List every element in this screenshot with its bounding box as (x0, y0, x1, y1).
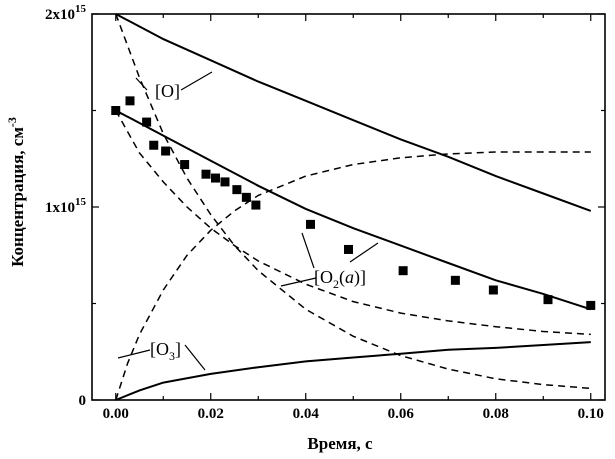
x-tick-label: 0.04 (293, 406, 320, 422)
annotation-leader (349, 242, 379, 263)
annotation-text-part: [O] (155, 81, 180, 101)
data-point (161, 146, 171, 156)
annotation-text-part: [O (314, 267, 333, 287)
annotation-leader (280, 277, 317, 287)
x-tick-label: 0.06 (388, 406, 415, 422)
annotation-text-part: 3 (169, 349, 175, 363)
y-tick-exponent: 15 (75, 196, 87, 208)
data-point (201, 169, 211, 179)
y-tick-label: 0 (79, 393, 87, 409)
annotation-leader (184, 344, 206, 371)
y-tick-exponent: 15 (75, 3, 87, 15)
data-point (488, 285, 498, 295)
series-line (115, 109, 592, 311)
x-tick-label: 0.08 (483, 406, 509, 422)
series-layer (115, 13, 592, 401)
annotation-text-part: ] (175, 339, 181, 359)
data-point (232, 185, 242, 195)
annotation-layer: [O][O2(a)][O3] (117, 71, 379, 371)
annotation-text-part: [O (150, 339, 169, 359)
plot-frame (91, 13, 606, 401)
data-point (111, 106, 121, 115)
annotation-label: [O3] (150, 339, 181, 363)
data-point (125, 96, 135, 106)
data-point (398, 266, 408, 276)
annotation-text-part: )] (354, 267, 366, 288)
data-point (142, 117, 152, 127)
data-point (543, 295, 553, 305)
annotation-label: [O2(a)] (314, 267, 366, 291)
annotation-label: [O] (155, 81, 180, 101)
series-line (115, 13, 592, 212)
data-point (180, 160, 190, 170)
annotation-leader (301, 232, 315, 269)
data-point (149, 140, 159, 150)
annotation-leader (180, 71, 213, 91)
x-axis-title: Время, с (307, 434, 373, 453)
annotation-text-part: ( (339, 267, 345, 288)
x-tick-label: 0.02 (198, 406, 224, 422)
y-axis-title: Концентрация, см-3 (5, 117, 27, 267)
annotation-text-part: a (345, 267, 354, 287)
marker-layer (111, 96, 596, 310)
series-dashed-line (115, 110, 591, 336)
y-axis-title-main: Концентрация, см (8, 127, 27, 267)
y-tick-base: 1x10 (45, 200, 75, 216)
series-dashed-line (115, 151, 591, 401)
data-point (241, 192, 251, 202)
data-point (306, 219, 315, 229)
data-point (251, 200, 261, 210)
data-point (211, 173, 220, 183)
annotation-leader (135, 77, 148, 91)
y-tick-base: 0 (79, 393, 87, 409)
data-point (344, 244, 353, 254)
data-point (586, 300, 596, 310)
series-dashed-line (115, 13, 591, 390)
y-tick-base: 2x10 (45, 7, 75, 23)
x-tick-label: 0.00 (103, 406, 129, 422)
annotation-text-part: 2 (333, 277, 339, 291)
y-tick-label: 2x1015 (45, 3, 87, 23)
y-tick-label: 1x1015 (45, 196, 87, 216)
y-axis-title-exponent: -3 (5, 117, 19, 127)
series-line (115, 341, 591, 401)
x-tick-label: 0.10 (578, 406, 604, 422)
annotation-leader (117, 349, 151, 359)
data-point (450, 275, 460, 285)
data-point (220, 177, 230, 187)
